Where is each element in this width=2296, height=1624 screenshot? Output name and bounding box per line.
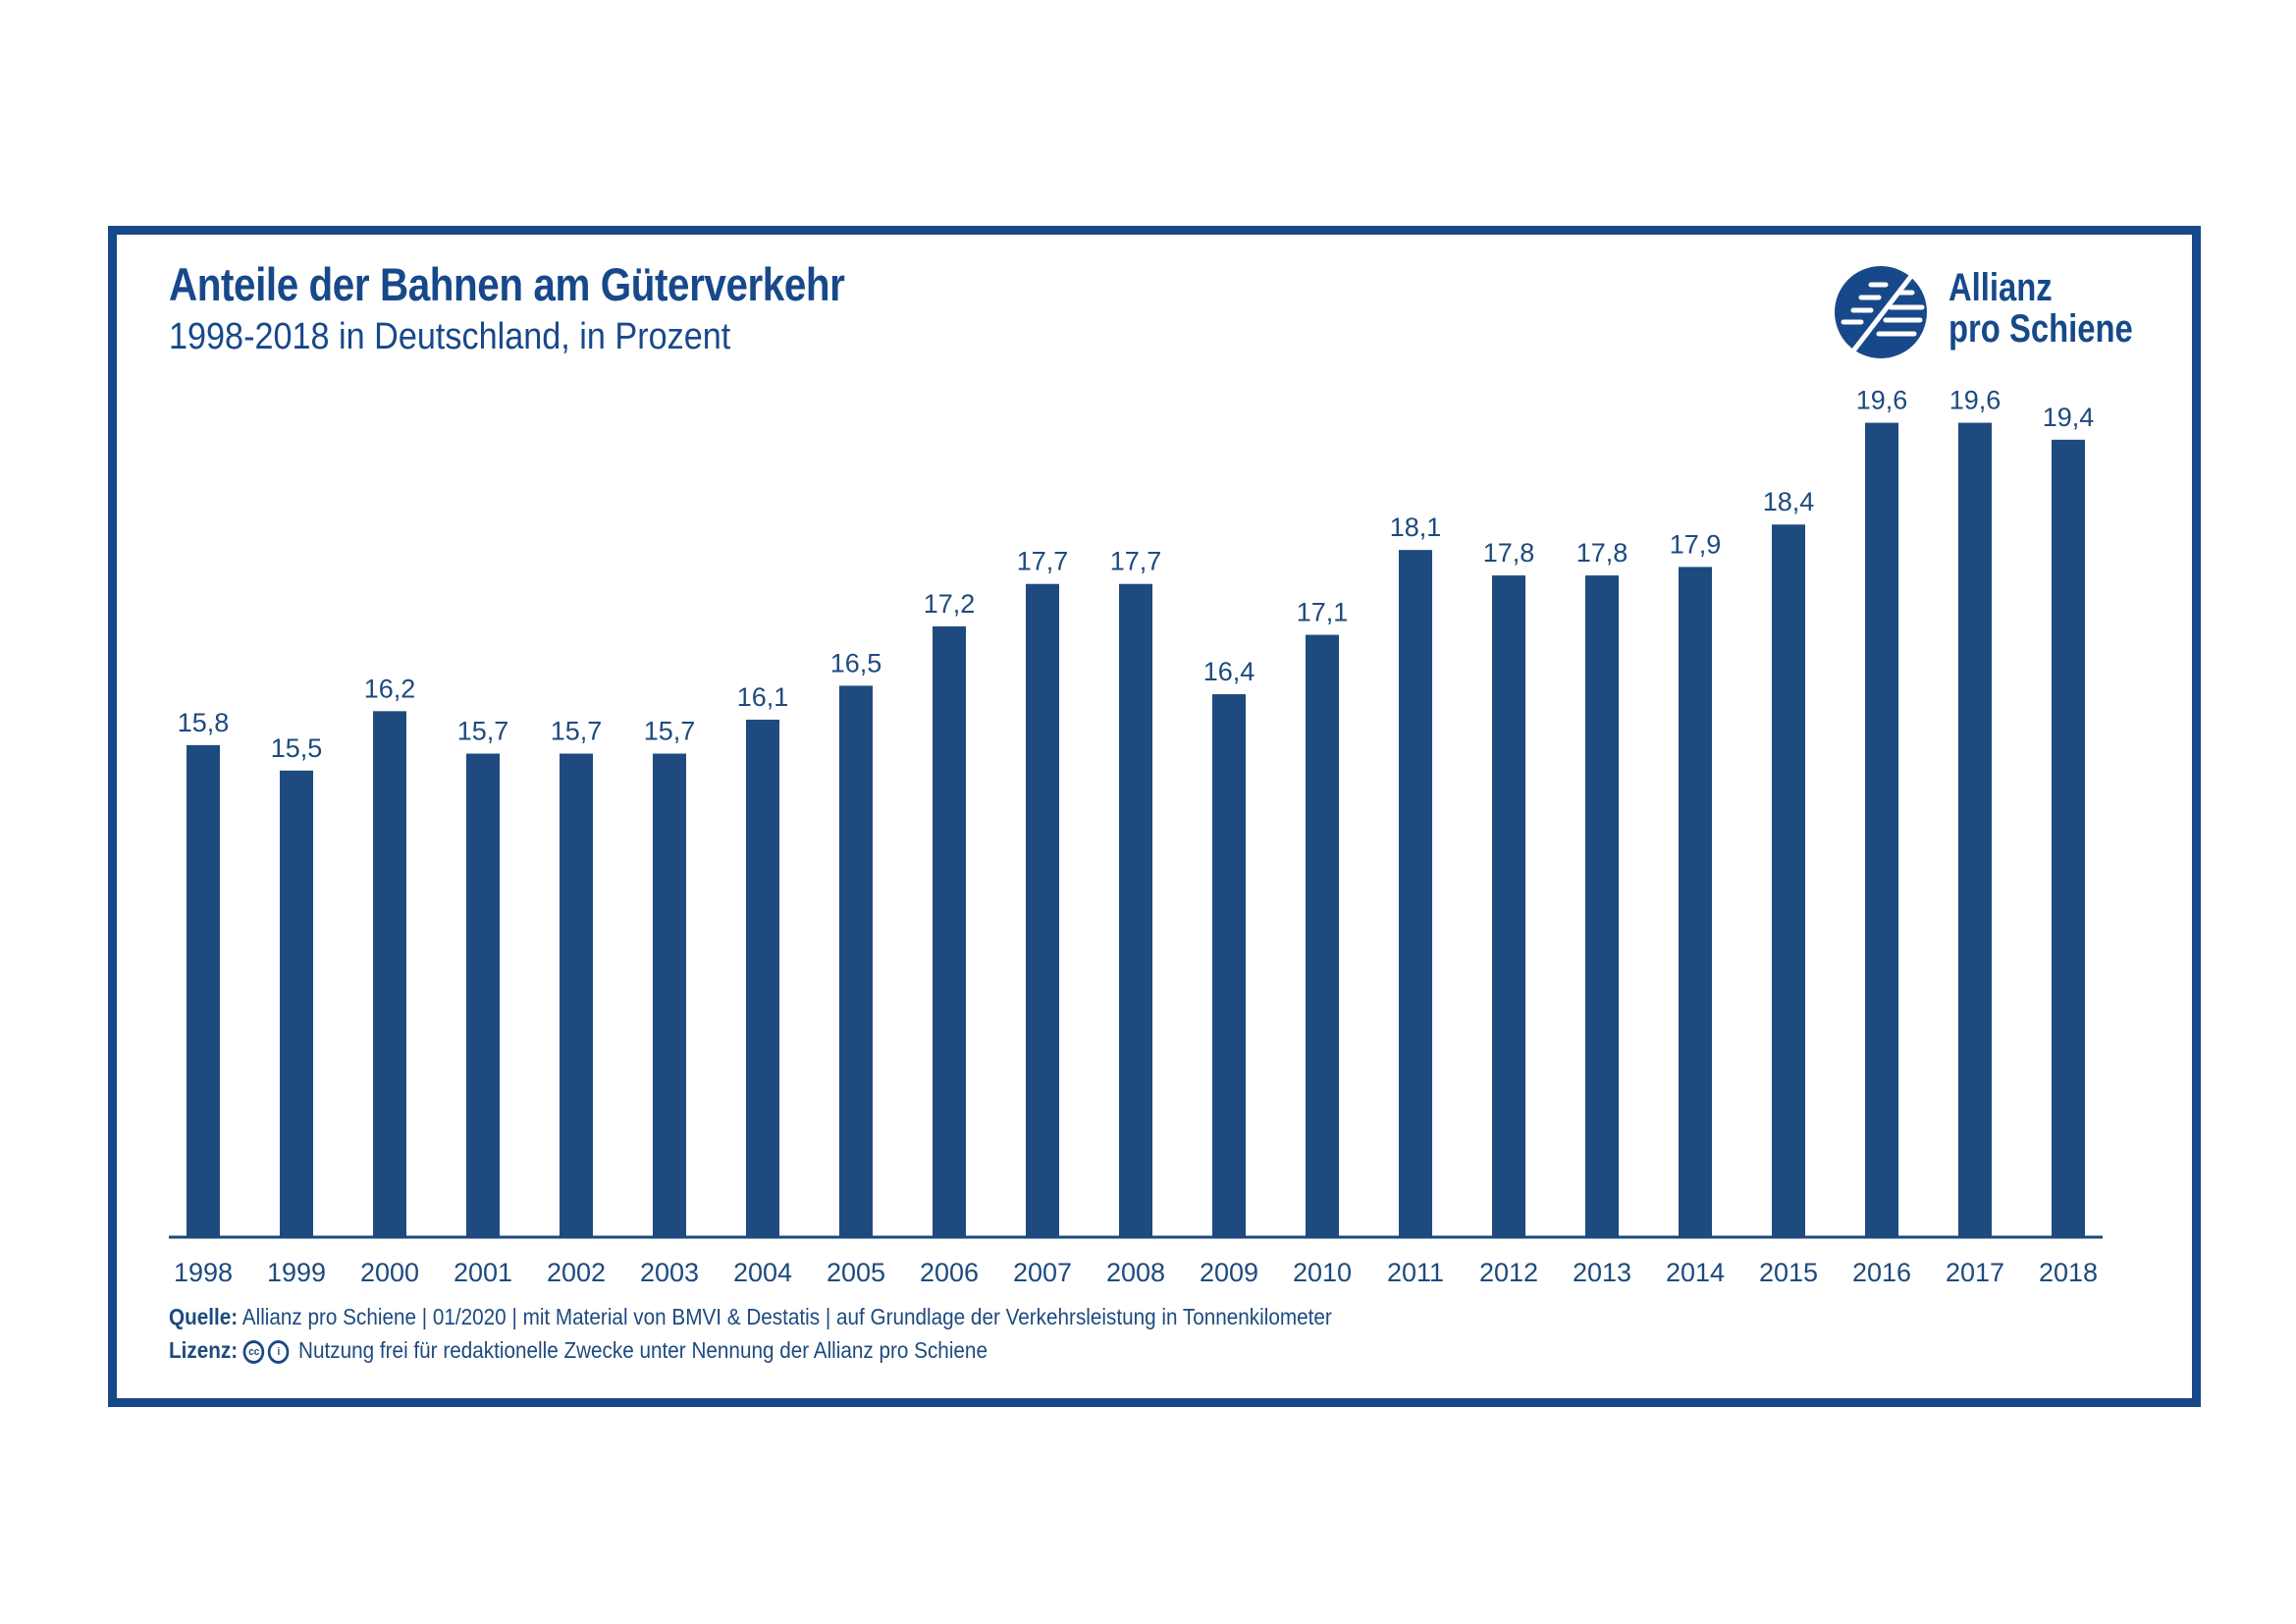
- data-label-2013: 17,8: [1576, 538, 1629, 568]
- chart-frame: [108, 226, 2201, 1407]
- bar-1998: [187, 744, 220, 1237]
- x-tick-2008: 2008: [1106, 1258, 1165, 1287]
- bar-2001: [466, 753, 500, 1237]
- data-label-1998: 15,8: [178, 708, 230, 737]
- x-tick-2009: 2009: [1200, 1258, 1258, 1287]
- chart-subtitle: 1998-2018 in Deutschland, in Prozent: [169, 316, 731, 357]
- cc-icon: cc: [242, 1339, 265, 1364]
- data-label-2014: 17,9: [1670, 529, 1722, 559]
- x-tick-2004: 2004: [733, 1258, 792, 1287]
- bar-2013: [1585, 575, 1619, 1237]
- x-tick-2011: 2011: [1387, 1258, 1444, 1287]
- bar-2002: [560, 753, 593, 1237]
- bar-2004: [746, 719, 779, 1237]
- bar-2009: [1212, 694, 1246, 1237]
- license-label: Lizenz:: [169, 1337, 239, 1363]
- allianz-logo-icon: [1835, 266, 1927, 358]
- license-text: Nutzung frei für redaktionelle Zwecke un…: [298, 1337, 988, 1363]
- bar-2000: [373, 711, 406, 1237]
- source-line: Quelle: Allianz pro Schiene | 01/2020 | …: [169, 1304, 1332, 1330]
- data-label-2006: 17,2: [924, 589, 976, 619]
- data-label-2010: 17,1: [1297, 598, 1349, 627]
- x-tick-2002: 2002: [547, 1258, 606, 1287]
- bar-2016: [1865, 422, 1898, 1237]
- data-label-1999: 15,5: [271, 733, 323, 763]
- bar-2003: [653, 753, 686, 1237]
- bar-2010: [1306, 634, 1339, 1237]
- data-label-2008: 17,7: [1110, 547, 1162, 576]
- bar-2006: [933, 625, 966, 1237]
- attribution-icon: i: [268, 1339, 290, 1364]
- x-tick-1998: 1998: [174, 1258, 233, 1287]
- logo-line-1: Allianz: [1949, 266, 2053, 309]
- source-text: Allianz pro Schiene | 01/2020 | mit Mate…: [241, 1304, 1332, 1329]
- x-tick-2005: 2005: [827, 1258, 885, 1287]
- x-tick-2006: 2006: [920, 1258, 979, 1287]
- x-tick-2014: 2014: [1666, 1258, 1725, 1287]
- x-tick-2013: 2013: [1573, 1258, 1631, 1287]
- data-label-2018: 19,4: [2043, 403, 2095, 432]
- data-label-2015: 18,4: [1763, 487, 1815, 516]
- x-tick-2017: 2017: [1946, 1258, 2004, 1287]
- bar-1999: [280, 770, 313, 1237]
- bar-2012: [1492, 575, 1525, 1237]
- license-line: Lizenz: cc i Nutzung frei für redaktionel…: [169, 1337, 988, 1364]
- x-tick-1999: 1999: [267, 1258, 326, 1287]
- source-label: Quelle:: [169, 1304, 239, 1329]
- x-tick-2010: 2010: [1293, 1258, 1352, 1287]
- data-label-2007: 17,7: [1017, 547, 1069, 576]
- x-tick-2003: 2003: [640, 1258, 699, 1287]
- data-label-2002: 15,7: [551, 717, 603, 746]
- bar-2014: [1679, 567, 1712, 1237]
- bar-2005: [839, 685, 873, 1237]
- data-label-2011: 18,1: [1390, 513, 1442, 542]
- x-tick-2015: 2015: [1759, 1258, 1818, 1287]
- data-label-2009: 16,4: [1203, 657, 1255, 686]
- logo-line-2: pro Schiene: [1949, 307, 2133, 351]
- data-label-2016: 19,6: [1856, 386, 1908, 415]
- bar-2008: [1119, 583, 1152, 1237]
- x-tick-2000: 2000: [360, 1258, 419, 1287]
- bar-2007: [1026, 583, 1059, 1237]
- data-label-2003: 15,7: [644, 717, 696, 746]
- data-label-2017: 19,6: [1949, 386, 2002, 415]
- chart-title: Anteile der Bahnen am Güterverkehr: [169, 258, 845, 310]
- data-label-2000: 16,2: [364, 674, 416, 703]
- x-tick-2012: 2012: [1479, 1258, 1538, 1287]
- x-tick-2016: 2016: [1852, 1258, 1911, 1287]
- data-label-2005: 16,5: [830, 648, 882, 677]
- data-label-2001: 15,7: [457, 717, 509, 746]
- logo-text: Allianz pro Schiene: [1949, 267, 2133, 350]
- data-label-2012: 17,8: [1483, 538, 1535, 568]
- bar-2015: [1772, 524, 1805, 1237]
- bar-2018: [2052, 439, 2085, 1238]
- x-tick-2018: 2018: [2039, 1258, 2098, 1287]
- bar-2011: [1399, 550, 1432, 1237]
- x-tick-2007: 2007: [1013, 1258, 1072, 1287]
- data-label-2004: 16,1: [737, 682, 789, 712]
- x-tick-2001: 2001: [454, 1258, 512, 1287]
- bar-2017: [1958, 422, 1992, 1237]
